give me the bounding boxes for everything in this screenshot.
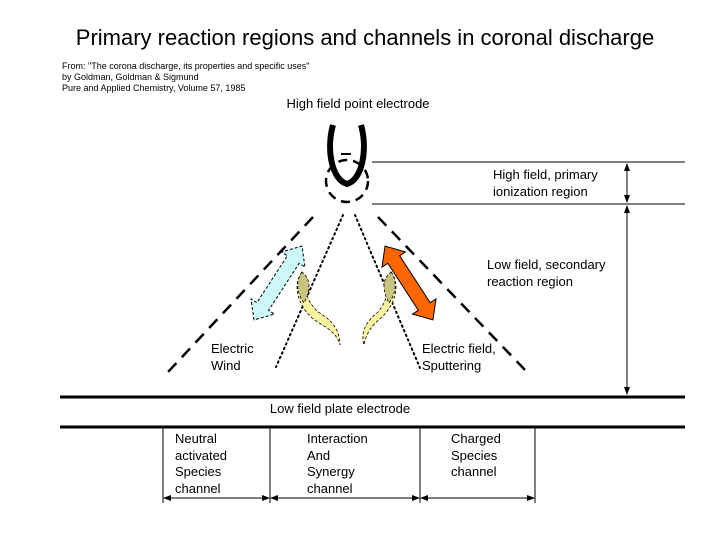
channel-label: Species [175,464,222,479]
channel-label: Interaction [307,431,368,446]
sputtering-label: Sputtering [422,358,481,373]
point-electrode [324,124,370,204]
primary-region-label: High field, primary [493,167,598,182]
channel-dividers [162,428,536,503]
sputtering-arrow [381,245,437,321]
channel-boundary-left [275,214,344,368]
channel-label: channel [175,481,221,496]
channel-interaction: Interaction And Synergy channel [307,431,368,496]
source-line: From: "The corona discharge, its propert… [62,61,310,71]
channel-label: Charged [451,431,501,446]
electric-wind-label: Wind [211,358,241,373]
channel-label: Species [451,448,498,463]
neutral-flow-swirl [296,271,341,346]
secondary-region-label: reaction region [487,274,573,289]
channel-label: channel [307,481,353,496]
point-electrode-label: High field point electrode [286,96,429,111]
ionization-region-circle [324,158,370,204]
channel-charged: Charged Species channel [451,431,501,479]
channel-neutral: Neutral activated Species channel [175,431,227,496]
channel-label: Neutral [175,431,217,446]
channel-label: activated [175,448,227,463]
discharge-boundary-right [377,216,528,373]
primary-region-label: ionization region [493,184,588,199]
electric-wind-label: Electric [211,341,254,356]
secondary-region-label: Low field, secondary [487,257,606,272]
electric-wind-arrow [250,245,306,321]
channel-label: channel [451,464,497,479]
diagram-title: Primary reaction regions and channels in… [76,25,654,50]
discharge-boundary-left [167,216,314,373]
source-line: by Goldman, Goldman & Sigmund [62,72,199,82]
source-line: Pure and Applied Chemistry, Volume 57, 1… [62,83,245,93]
charged-flow-swirl [362,271,397,346]
sputtering-label: Electric field, [422,341,496,356]
channel-label: And [307,448,330,463]
plate-electrode-label: Low field plate electrode [270,401,410,416]
channel-label: Synergy [307,464,355,479]
